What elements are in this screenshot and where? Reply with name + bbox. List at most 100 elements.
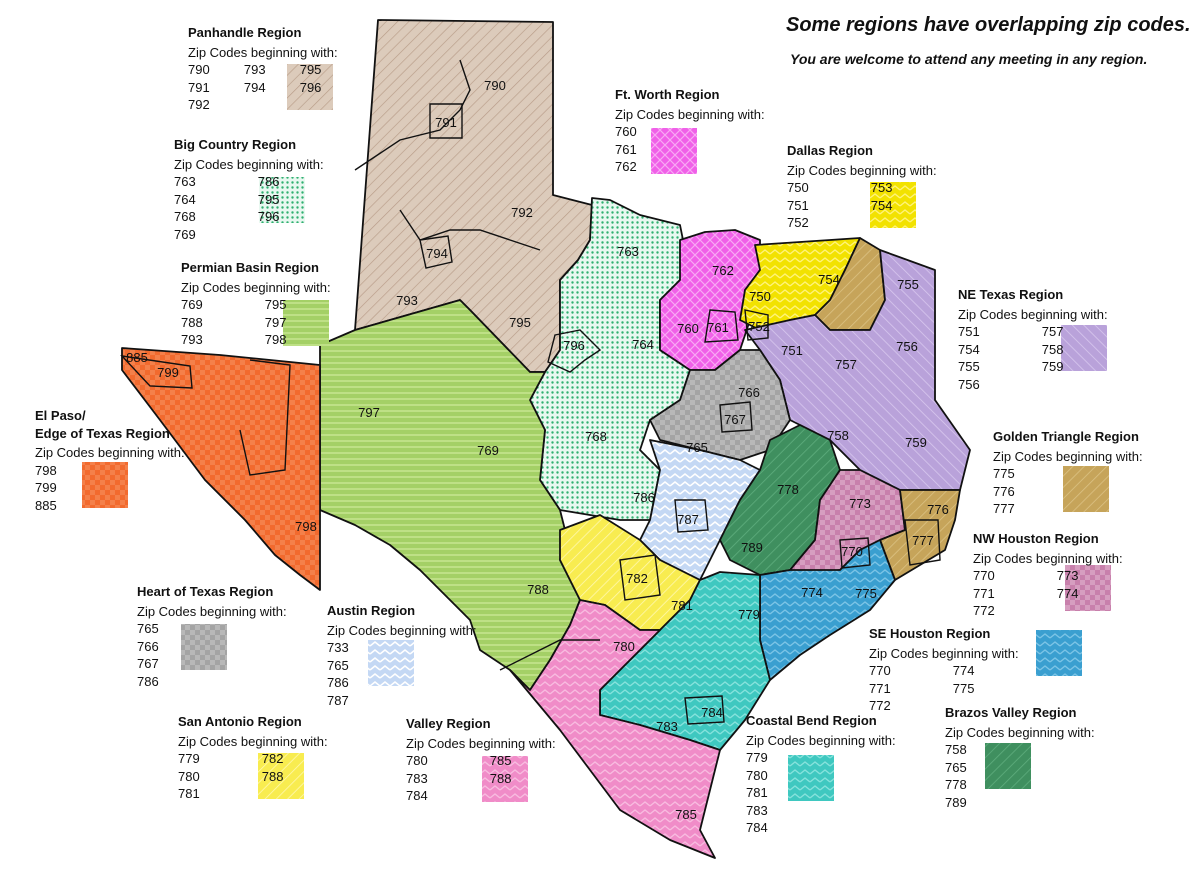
- legend-swatch-sanantonio: [258, 753, 304, 799]
- zip-prefix: 773: [1056, 568, 1079, 583]
- legend-title: Big Country Region: [174, 137, 297, 152]
- region-ft-worth: [659, 229, 761, 371]
- legend-coastal: Coastal Bend Region Zip Codes beginning w…: [746, 712, 896, 837]
- zip-prefix: 777: [993, 501, 1015, 516]
- legend-subtitle: Zip Codes beginning with:: [327, 622, 477, 638]
- map-label: 792: [511, 205, 533, 220]
- zip-prefix: 885: [35, 497, 57, 513]
- zip-prefix: 793: [181, 332, 203, 347]
- zip-prefix: 751: [787, 197, 809, 213]
- zip-prefix: 795: [299, 62, 322, 77]
- map-label: 778: [777, 482, 799, 497]
- map-label: 787: [677, 512, 699, 527]
- zip-prefix: 794: [243, 79, 266, 95]
- map-label: 786: [633, 490, 655, 505]
- zip-prefix: [1042, 376, 1108, 394]
- legend-sanantonio: San Antonio Region Zip Codes beginning wi…: [178, 713, 328, 803]
- zip-prefix: 760: [615, 124, 637, 139]
- zip-prefix: 751: [958, 324, 980, 339]
- zip-prefix: [871, 214, 937, 232]
- map-label: 776: [927, 502, 949, 517]
- map-label: 775: [855, 586, 877, 601]
- legend-austin: Austin Region Zip Codes beginning with: 73…: [327, 602, 477, 709]
- zip-prefix: 798: [35, 462, 57, 478]
- map-label: 754: [818, 272, 840, 287]
- zip-prefix: 752: [787, 215, 809, 230]
- region-el-paso: [121, 347, 321, 591]
- zip-prefix: 779: [178, 751, 200, 766]
- map-label: 798: [295, 519, 317, 534]
- legend-dallas: Dallas Region Zip Codes beginning with: 75…: [787, 142, 937, 232]
- zip-prefix: 765: [327, 657, 349, 673]
- legend-title: El Paso/ Edge of Texas Region: [35, 408, 170, 441]
- legend-title: San Antonio Region: [178, 714, 302, 729]
- zip-prefix: 798: [264, 332, 287, 347]
- zip-prefix: 788: [261, 768, 284, 784]
- map-label: 751: [781, 343, 803, 358]
- zip-prefix: [1057, 602, 1123, 620]
- legend-title: Brazos Valley Region: [945, 705, 1077, 720]
- legend-subtitle: Zip Codes beginning with:: [178, 733, 328, 749]
- legend-title: Coastal Bend Region: [746, 713, 877, 728]
- zip-prefix: 781: [746, 785, 768, 800]
- zip-prefix: 768: [174, 209, 196, 224]
- map-label: 767: [724, 412, 746, 427]
- zip-prefix: 770: [973, 568, 995, 583]
- zip-prefix: 781: [178, 786, 200, 801]
- legend-swatch-dallas: [870, 182, 916, 228]
- zip-prefix: [244, 96, 282, 114]
- zip-prefix: 790: [188, 62, 210, 77]
- legend-title: NW Houston Region: [973, 531, 1099, 546]
- zip-prefix: [300, 96, 338, 114]
- zip-prefix: 786: [257, 174, 280, 189]
- zip-prefix: 765: [137, 621, 159, 636]
- zip-prefix: 765: [945, 759, 967, 775]
- zip-prefix: 769: [181, 297, 203, 312]
- zip-prefix: 770: [869, 663, 891, 678]
- zip-prefix: 778: [945, 777, 967, 792]
- region-austin: [639, 439, 761, 581]
- legend-swatch-sehouston: [1036, 630, 1082, 676]
- zip-prefix: 789: [945, 794, 967, 810]
- map-label: 790: [484, 78, 506, 93]
- legend-swatch-heart: [181, 624, 227, 670]
- zip-prefix: 791: [188, 79, 210, 95]
- legend-ftworth: Ft. Worth Region Zip Codes beginning with…: [615, 86, 765, 176]
- legend-panhandle: Panhandle Region Zip Codes beginning with…: [188, 24, 338, 114]
- legend-swatch-elpaso: [82, 462, 128, 508]
- zip-prefix: 796: [299, 79, 322, 95]
- legend-title: Permian Basin Region: [181, 260, 319, 275]
- legend-swatch-brazos: [985, 743, 1031, 789]
- legend-swatch-panhandle: [287, 64, 333, 110]
- legend-valley: Valley Region Zip Codes beginning with: 78…: [406, 715, 556, 805]
- zip-prefix: 769: [174, 226, 196, 242]
- zip-prefix: 756: [958, 376, 980, 392]
- legend-brazos: Brazos Valley Region Zip Codes beginning …: [945, 704, 1095, 811]
- zip-prefix: 758: [1041, 341, 1064, 357]
- legend-title: Ft. Worth Region: [615, 87, 720, 102]
- zip-prefix: 784: [406, 788, 428, 803]
- legend-subtitle: Zip Codes beginning with:: [35, 445, 185, 460]
- legend-title: Panhandle Region: [188, 25, 302, 40]
- zip-prefix: 774: [952, 663, 975, 678]
- legend-title: Valley Region: [406, 716, 491, 731]
- zip-prefix: 780: [406, 753, 428, 768]
- zip-prefix: 763: [174, 174, 196, 189]
- legend-subtitle: Zip Codes beginning with:: [993, 448, 1143, 464]
- legend-sehouston: SE Houston Region Zip Codes beginning wit…: [869, 625, 1019, 715]
- legend-title: Austin Region: [327, 603, 416, 618]
- zip-prefix: 775: [952, 680, 975, 696]
- zip-prefix: 762: [615, 159, 637, 174]
- zip-prefix: 780: [746, 767, 768, 783]
- legend-subtitle: Zip Codes beginning with:: [406, 735, 556, 751]
- zip-prefix: 733: [327, 640, 349, 655]
- legend-swatch-austin: [368, 640, 414, 686]
- map-label: 784: [701, 705, 723, 720]
- zip-prefix: 788: [181, 314, 203, 330]
- zip-prefix: 767: [137, 656, 159, 671]
- legend-subtitle: Zip Codes beginning with:: [174, 156, 324, 172]
- legend-heart: Heart of Texas Region Zip Codes beginning…: [137, 583, 287, 690]
- legend-subtitle: Zip Codes beginning with:: [137, 603, 287, 619]
- map-label: 793: [396, 293, 418, 308]
- legend-title: Golden Triangle Region: [993, 429, 1139, 444]
